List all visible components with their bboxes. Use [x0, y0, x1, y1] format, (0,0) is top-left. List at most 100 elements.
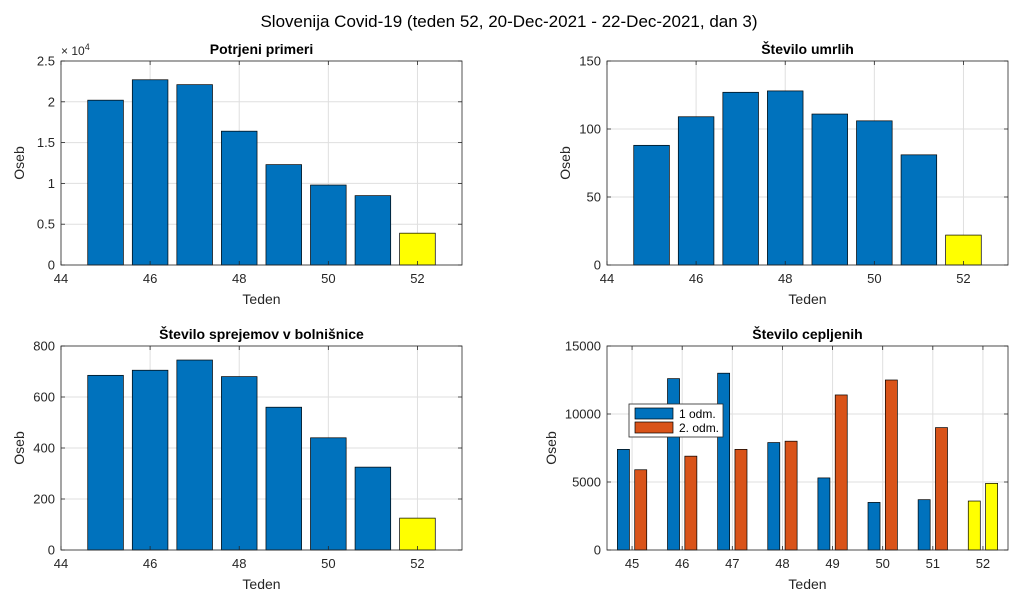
x-tick-label: 46: [143, 271, 157, 286]
bar: [867, 502, 881, 551]
y-tick-label: 0: [594, 258, 601, 273]
subplot-3: 0 200 400 600 800 44 46 48 50 52 Število sprejemov…: [11, 325, 463, 592]
y-tick-label: 200: [33, 492, 55, 507]
bar: [684, 455, 698, 551]
subplot-title: Število sprejemov v bolnišnice: [159, 325, 364, 342]
x-axis-label: Teden: [788, 576, 826, 592]
x-tick-label: 52: [956, 271, 970, 286]
exponent-power: 4: [85, 42, 90, 52]
bar: [722, 91, 759, 266]
bar: [310, 184, 347, 266]
bar: [221, 130, 258, 266]
subplot-2: 0 50 100 150 44 46 48 50 52 Število umrlih Teden Os…: [557, 40, 1009, 307]
y-tick-label: 0: [48, 543, 55, 558]
y-tick-label: 150: [579, 54, 601, 69]
y-tick-label: 5000: [572, 475, 601, 490]
legend-label: 2. odm.: [679, 421, 719, 435]
y-axis-label: Oseb: [543, 431, 559, 465]
y-tick-label: 50: [587, 190, 601, 205]
axes-box: [60, 60, 463, 266]
x-tick-label: 46: [689, 271, 703, 286]
subplot-title: Število cepljenih: [752, 325, 862, 342]
x-tick-label: 50: [321, 271, 335, 286]
bar: [767, 90, 804, 266]
x-tick-label: 48: [232, 271, 246, 286]
x-tick-label: 44: [54, 271, 68, 286]
y-tick-label: 800: [33, 339, 55, 354]
bar: [900, 154, 938, 266]
bar: [617, 449, 630, 551]
bar: [87, 99, 124, 266]
x-tick-label: 46: [143, 556, 157, 571]
bar: [265, 406, 302, 551]
bar: [310, 437, 347, 551]
bar: [834, 394, 848, 551]
subplot-title: Potrjeni primeri: [210, 41, 313, 57]
bar: [717, 372, 731, 551]
exponent-base: × 10: [61, 44, 85, 58]
x-tick-label: 49: [825, 556, 839, 571]
bar: [884, 379, 898, 551]
bar: [945, 234, 982, 266]
bar: [176, 84, 213, 266]
x-tick-label: 45: [625, 556, 639, 571]
y-tick-label: 400: [33, 441, 55, 456]
y-axis-label: Oseb: [11, 146, 27, 180]
y-tick-label: 1.5: [37, 135, 55, 150]
x-tick-label: 44: [600, 271, 614, 286]
legend-swatch: [634, 421, 674, 434]
bar: [354, 195, 392, 266]
subplot-4: 0 5000 10000 15000 45 46 47 48 49 50 51 52 Število c…: [543, 325, 1009, 592]
y-axis-label: Oseb: [557, 146, 573, 180]
y-tick-label: 600: [33, 390, 55, 405]
axes-box: [606, 345, 1009, 551]
subplot-title: Število umrlih: [761, 40, 854, 57]
bar: [985, 483, 998, 551]
bar: [634, 469, 648, 551]
bar: [967, 500, 981, 551]
subplot-1: 0 0.5 1 1.5 2 2.5 44 46 48 50 52 Potrjeni primeri Te…: [11, 41, 463, 307]
bar: [734, 449, 748, 551]
legend: 1 odm.2. odm.: [628, 403, 724, 438]
x-tick-label: 50: [867, 271, 881, 286]
bar: [677, 116, 715, 266]
legend-swatch: [634, 407, 674, 420]
bar: [131, 369, 169, 551]
bar: [131, 79, 169, 266]
bar: [221, 376, 258, 551]
x-axis-label: Teden: [242, 576, 280, 592]
bar: [399, 517, 436, 551]
bar: [354, 466, 392, 551]
x-tick-label: 52: [410, 271, 424, 286]
y-tick-label: 0: [48, 258, 55, 273]
bar: [176, 359, 213, 551]
y-tick-label: 100: [579, 122, 601, 137]
bar: [817, 477, 831, 551]
plot-area: [607, 346, 1008, 550]
bar: [633, 144, 670, 266]
bar: [399, 232, 436, 266]
x-tick-label: 47: [725, 556, 739, 571]
x-tick-label: 48: [778, 271, 792, 286]
x-tick-label: 51: [926, 556, 940, 571]
y-tick-label: 0.5: [37, 217, 55, 232]
y-tick-label: 2: [48, 94, 55, 109]
bar: [767, 442, 781, 551]
bar: [784, 440, 798, 551]
x-tick-label: 52: [410, 556, 424, 571]
bar: [935, 427, 948, 551]
bar: [917, 499, 931, 551]
y-tick-label: 2.5: [37, 54, 55, 69]
bar: [811, 113, 848, 266]
bar: [265, 164, 302, 266]
y-exponent-label: × 104: [61, 42, 90, 58]
x-tick-label: 48: [775, 556, 789, 571]
x-tick-label: 46: [675, 556, 689, 571]
y-tick-label: 1: [48, 176, 55, 191]
figure-title: Slovenija Covid-19 (teden 52, 20-Dec-202…: [260, 12, 757, 31]
y-tick-label: 0: [594, 543, 601, 558]
legend-label: 1 odm.: [679, 407, 716, 421]
axes-box: [606, 60, 1009, 266]
